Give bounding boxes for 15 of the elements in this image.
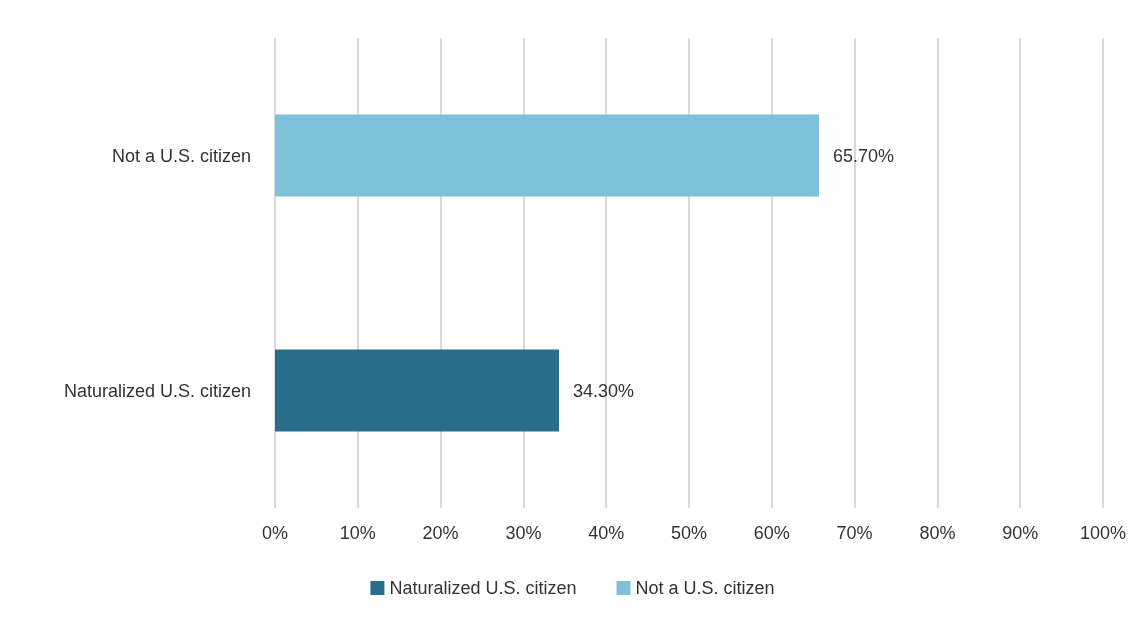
data-label: 34.30% [573, 380, 635, 401]
x-tick-label: 50% [670, 523, 708, 543]
x-tick-label: 40% [588, 523, 625, 543]
x-tick-label: 60% [753, 523, 790, 543]
x-tick-label: 0% [261, 523, 289, 543]
x-tick-label: 20% [422, 523, 459, 543]
x-tick-label: 80% [919, 523, 956, 543]
legend-label: Not a U.S. citizen [635, 578, 775, 598]
x-tick-label: 30% [505, 523, 542, 543]
x-tick-label: 10% [339, 523, 376, 543]
data-label: 65.70% [833, 145, 895, 166]
legend-label: Naturalized U.S. citizen [389, 578, 577, 598]
x-tick-label: 90% [1002, 523, 1039, 543]
x-tick-label: 70% [836, 523, 873, 543]
x-tick-label: 100% [1079, 523, 1127, 543]
